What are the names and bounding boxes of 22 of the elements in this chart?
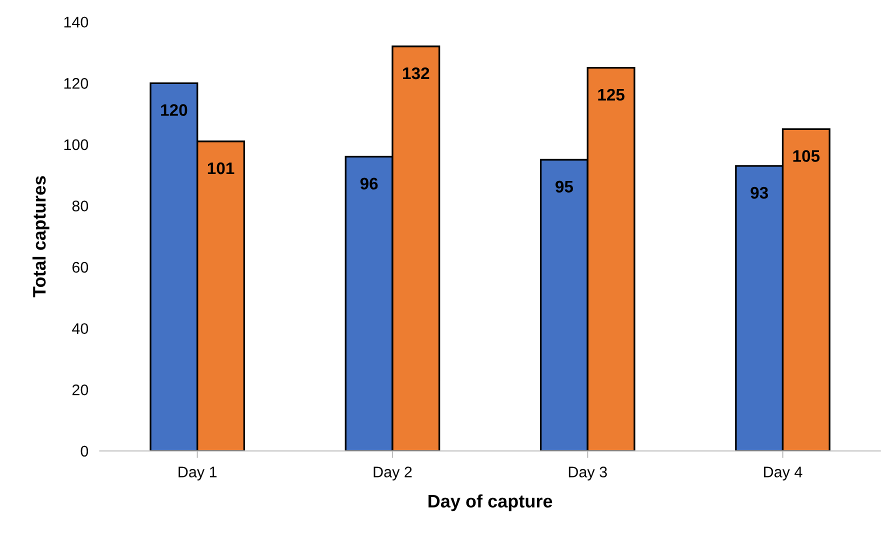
y-tick-label: 80 (72, 200, 88, 212)
data-label: 132 (403, 67, 430, 80)
data-label: 93 (750, 186, 768, 199)
y-tick-label: 20 (72, 384, 88, 396)
y-tick-label: 100 (64, 139, 88, 150)
data-label: 120 (161, 104, 188, 116)
x-tick-label: Day 4 (764, 466, 802, 480)
y-axis-title: Total captures (32, 176, 50, 298)
y-tick-label: 60 (72, 262, 88, 273)
data-label: 125 (598, 88, 624, 101)
data-label: 105 (793, 150, 820, 162)
y-tick-label: 0 (80, 446, 88, 457)
x-tick-label: Day 2 (374, 466, 412, 480)
data-label: 96 (360, 178, 378, 190)
x-tick-label: Day 3 (568, 466, 607, 480)
x-axis-title: Day of capture (428, 494, 552, 512)
y-tick-label: 140 (64, 16, 88, 28)
y-tick-label: 40 (72, 323, 88, 334)
data-label: 95 (556, 180, 574, 193)
x-tick-label: Day 1 (178, 466, 217, 480)
data-label: 101 (208, 162, 234, 174)
y-tick-label: 120 (64, 78, 88, 89)
